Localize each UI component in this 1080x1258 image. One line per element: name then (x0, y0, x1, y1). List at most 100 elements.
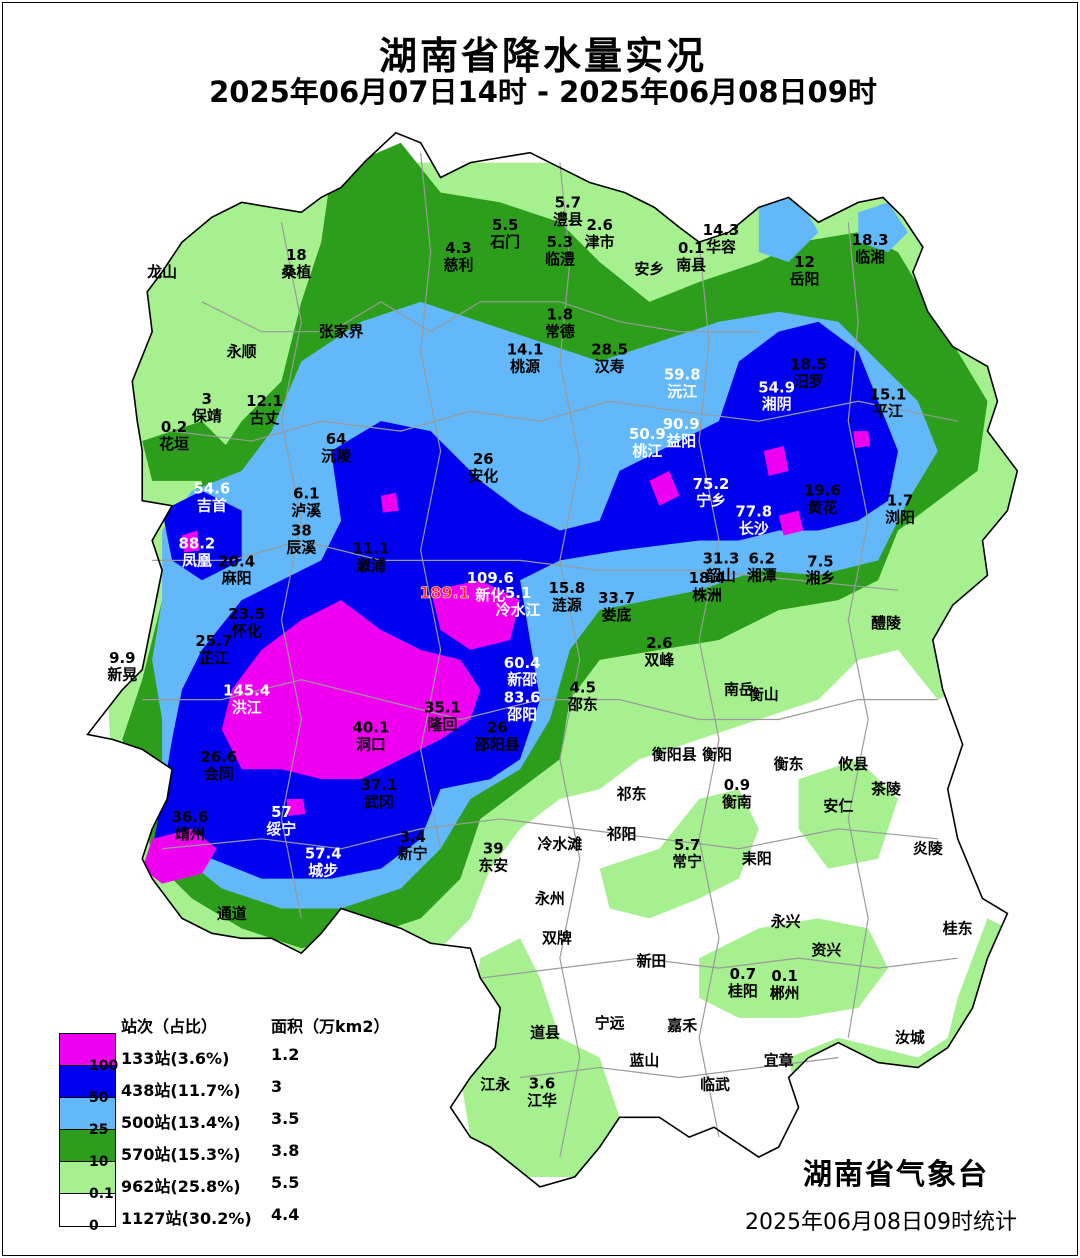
rainfall-value: 5.1 (505, 584, 531, 602)
rainfall-value: 75.2 (693, 475, 730, 493)
place-label: 4.5邵东 (567, 679, 598, 714)
place-label: 28.5汉寿 (591, 341, 628, 376)
place-label: 5.5石门 (489, 216, 520, 251)
place-name: 浏阳 (885, 509, 915, 527)
place-label: 9.9新晃 (107, 649, 137, 684)
place-name: 蓝山 (630, 1052, 660, 1070)
legend-count: 500站(13.4%) (121, 1113, 241, 1132)
rainfall-map: 龙山18桑植4.3慈利5.5石门5.7澧县5.3临澧2.6津市安乡0.1南县14… (86, 131, 1019, 1188)
place-name: 澧县 (553, 210, 583, 228)
place-label: 33.7娄底 (598, 589, 635, 624)
legend-tick: 0.1 (89, 1186, 114, 1202)
place-name: 桑植 (281, 263, 311, 281)
rainfall-value: 12 (794, 253, 815, 271)
place-label: 新田 (636, 952, 666, 970)
place-name: 武冈 (364, 793, 394, 811)
place-name: 津市 (585, 233, 615, 251)
place-name: 临澧 (545, 250, 575, 268)
place-name: 新邵 (507, 671, 537, 689)
place-label: 83.6邵阳 (504, 689, 541, 724)
legend-row: 962站(25.8%) 5.5 (121, 1173, 299, 1197)
place-label: 18.4株洲 (689, 569, 726, 604)
county-boundaries (142, 152, 958, 1158)
place-name: 永州 (534, 889, 565, 907)
place-name: 冷水江 (496, 601, 541, 619)
place-name: 汨罗 (794, 372, 824, 390)
place-name: 湘乡 (806, 569, 836, 587)
place-name: 汉寿 (595, 357, 625, 375)
place-label: 15.8涟源 (548, 579, 585, 614)
place-label: 桂东 (942, 919, 973, 937)
place-name: 南岳 (724, 681, 754, 699)
rainfall-value: 145.4 (223, 682, 270, 700)
rainfall-value: 57 (271, 803, 292, 821)
place-name: 黄花 (808, 499, 838, 517)
rainfall-value: 15.8 (548, 579, 585, 597)
place-label: 20.4麻阳 (218, 552, 255, 587)
peak-value: 189.1 (419, 583, 469, 602)
place-name: 南县 (676, 256, 706, 274)
place-label: 炎陵 (913, 840, 943, 858)
legend-row: 500站(13.4%) 3.5 (121, 1109, 299, 1133)
rainfall-value: 0.9 (724, 776, 750, 794)
legend-count: 133站(3.6%) (121, 1049, 230, 1068)
place-label: 宜章 (764, 1052, 794, 1070)
legend-area: 5.5 (271, 1173, 300, 1192)
rainfall-value: 5.5 (492, 216, 518, 234)
stat-time: 2025年06月08日09时统计 (745, 1210, 1017, 1235)
place-name: 邵东 (567, 696, 598, 714)
place-name: 耒阳 (742, 850, 772, 868)
legend-count: 1127站(30.2%) (121, 1209, 252, 1228)
place-name: 桃江 (632, 442, 662, 460)
place-labels: 龙山18桑植4.3慈利5.5石门5.7澧县5.3临澧2.6津市安乡0.1南县14… (107, 193, 972, 1109)
place-label: 5.7常宁 (672, 836, 702, 871)
rainfall-value: 18 (286, 246, 307, 264)
rainfall-value: 83.6 (504, 689, 541, 707)
rainfall-value: 77.8 (735, 503, 772, 521)
place-label: 资兴 (811, 941, 841, 959)
place-name: 安乡 (634, 260, 664, 278)
place-label: 6.1泸溪 (291, 485, 322, 520)
place-label: 汝城 (895, 1029, 925, 1047)
place-label: 35.1隆回 (424, 699, 461, 734)
place-label: 龙山 (146, 263, 177, 281)
place-label: 嘉禾 (666, 1017, 697, 1035)
place-label: 88.2凤凰 (179, 534, 216, 569)
rainfall-value: 38 (291, 522, 312, 540)
place-name: 郴州 (770, 984, 800, 1002)
place-label: 145.4洪江 (223, 682, 270, 717)
place-name: 汝城 (895, 1029, 925, 1047)
place-label: 40.1洞口 (353, 718, 390, 753)
place-label: 75.2宁乡 (693, 475, 730, 510)
place-label: 59.8沅江 (664, 365, 701, 400)
rainfall-value: 23.5 (228, 605, 265, 623)
place-label: 18.5汨罗 (790, 355, 827, 390)
place-label: 永兴 (770, 912, 801, 930)
place-label: 37.1武冈 (361, 776, 398, 811)
place-name: 溆浦 (356, 556, 386, 574)
place-name: 醴陵 (871, 614, 901, 632)
rainfall-value: 36.6 (172, 808, 209, 826)
place-name: 洞口 (356, 735, 386, 753)
place-name: 华容 (706, 238, 736, 256)
place-name: 新田 (636, 952, 666, 970)
place-name: 长沙 (739, 520, 769, 538)
place-label: 永州 (534, 889, 565, 907)
place-label: 54.6吉首 (193, 480, 230, 515)
place-name: 新晃 (107, 666, 137, 684)
place-label: 永顺 (226, 343, 257, 361)
rainfall-value: 0.1 (771, 967, 797, 985)
rainfall-value: 25.7 (195, 632, 232, 650)
place-name: 隆回 (428, 715, 458, 733)
rainfall-value: 39 (483, 840, 504, 858)
place-name: 石门 (489, 233, 520, 251)
place-label: 50.9桃江 (629, 425, 666, 460)
place-name: 安仁 (823, 797, 853, 815)
place-name: 新化 (475, 586, 505, 604)
place-label: 蓝山 (630, 1052, 660, 1070)
